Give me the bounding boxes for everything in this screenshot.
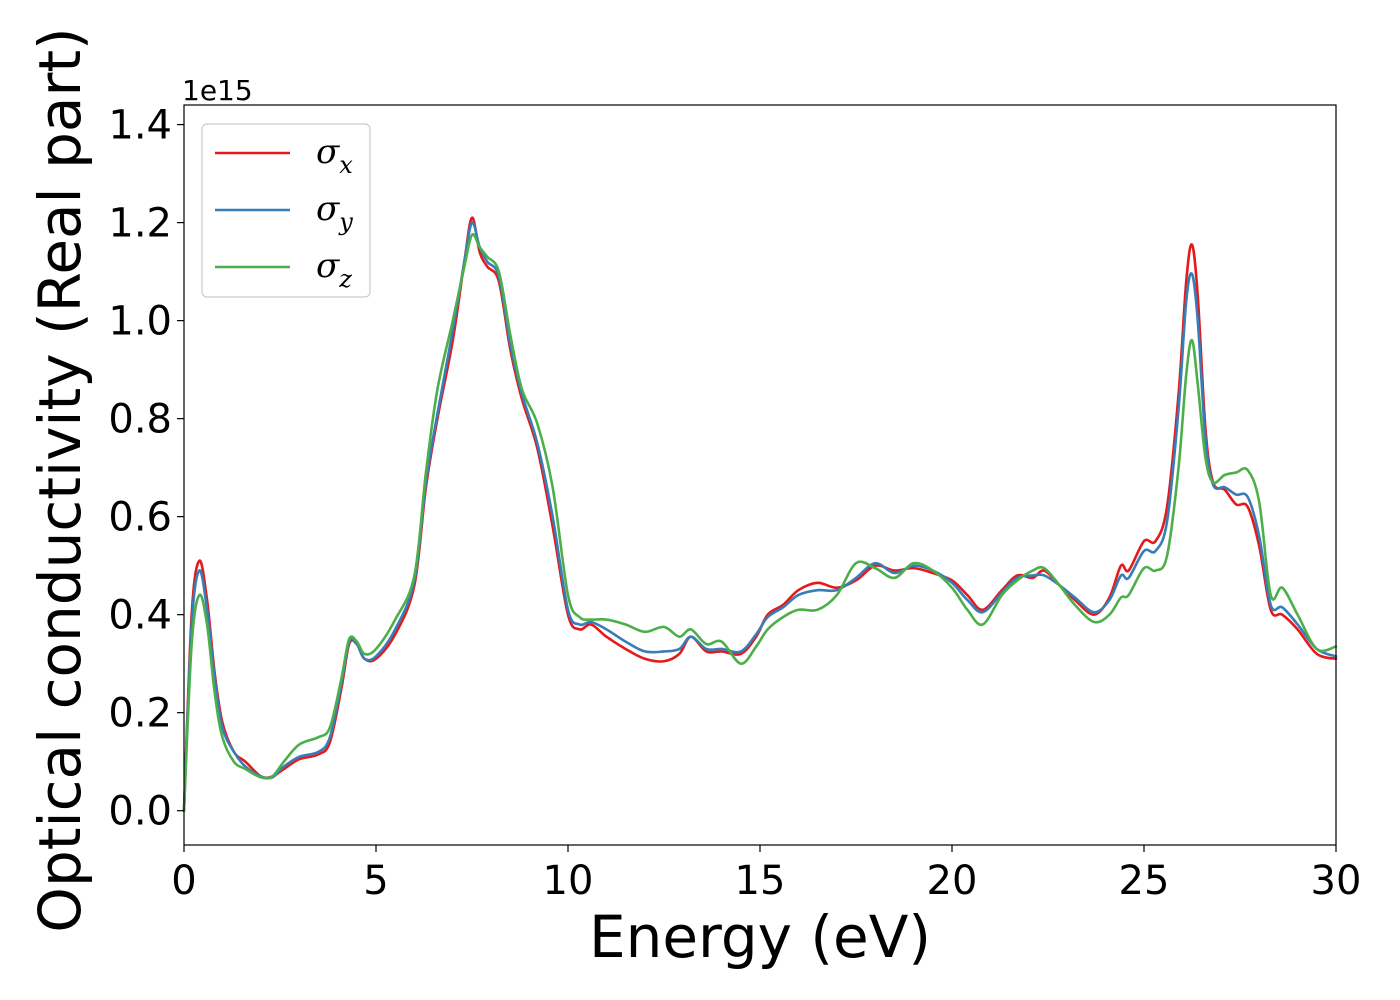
x-axis-label: Energy (eV): [589, 903, 931, 971]
y-tick-label: 0.0: [108, 789, 172, 835]
y-tick-label: 0.4: [108, 593, 172, 639]
y-tick-label: 0.2: [108, 691, 172, 737]
series-layer: [182, 216, 1338, 812]
y-tick-label: 0.6: [108, 495, 172, 541]
x-tick-label: 30: [1311, 858, 1362, 904]
y-axis-label: Optical conductivity (Real part): [26, 27, 94, 932]
y-offset-label: 1e15: [182, 74, 253, 107]
y-axis-ticks: 0.0 0.2 0.4 0.6 0.8 1.0 1.2 1.4: [108, 103, 184, 835]
x-tick-label: 10: [543, 858, 594, 904]
series-line-z: [182, 233, 1338, 812]
x-tick-label: 15: [735, 858, 786, 904]
y-tick-label: 0.8: [108, 397, 172, 443]
y-tick-label: 1.4: [108, 103, 172, 149]
y-tick-label: 1.2: [108, 201, 172, 247]
x-tick-label: 20: [927, 858, 978, 904]
x-tick-label: 5: [363, 858, 388, 904]
y-tick-label: 1.0: [108, 299, 172, 345]
x-tick-label: 0: [171, 858, 196, 904]
x-axis-ticks: 0 5 10 15 20 25 30: [171, 845, 1361, 904]
x-tick-label: 25: [1119, 858, 1170, 904]
